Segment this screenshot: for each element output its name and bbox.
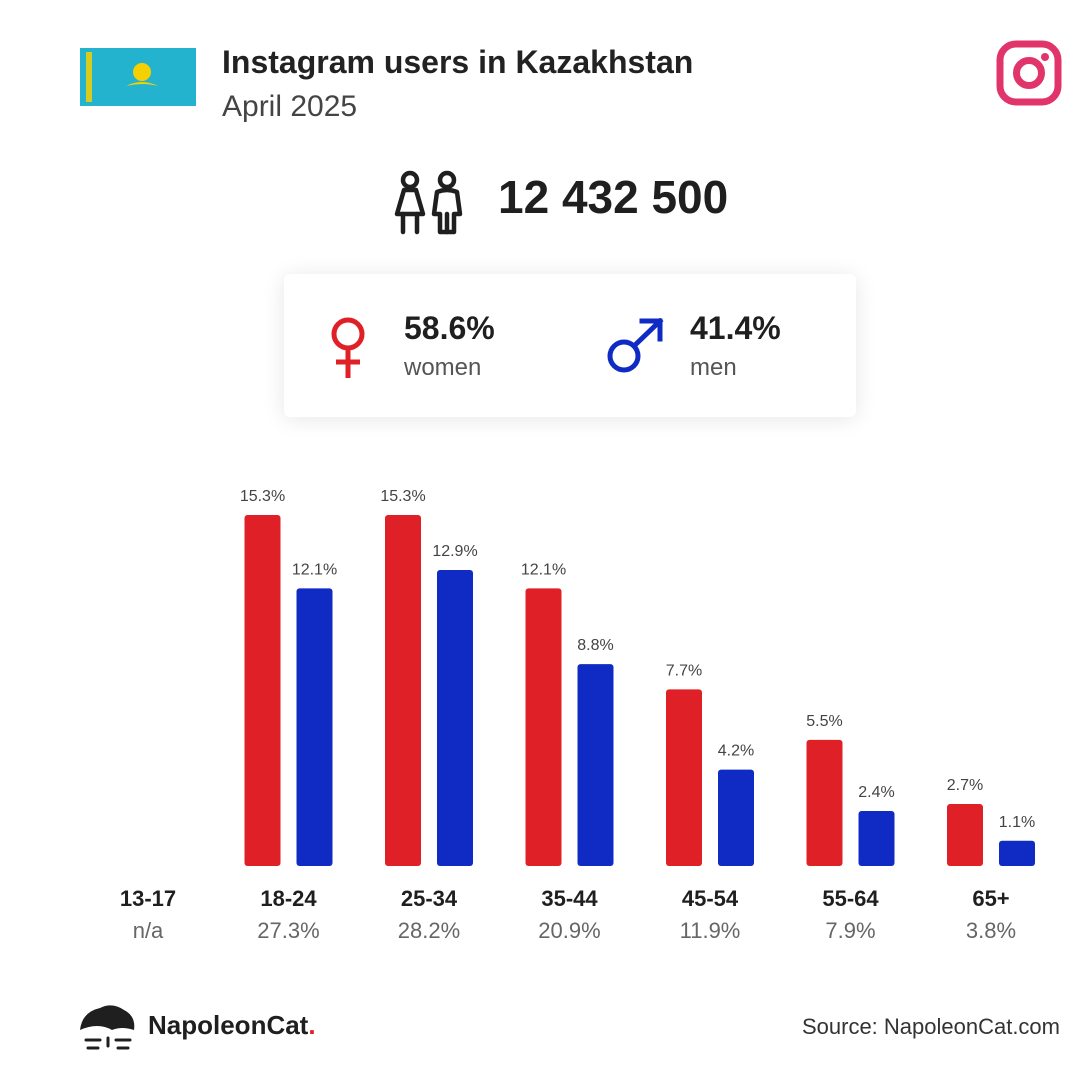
men-bar-25-34 [437,570,473,866]
age-category-label-45-54: 45-54 [682,886,739,911]
age-total-label-18-24: 27.3% [257,918,319,943]
women-value-label-65+: 2.7% [947,777,983,794]
age-category-label-13-17: 13-17 [120,886,176,911]
men-label: men [690,354,737,381]
age-category-label-35-44: 35-44 [541,886,598,911]
age-category-label-65+: 65+ [972,886,1009,911]
age-category-label-25-34: 25-34 [401,886,458,911]
total-users-value: 12 432 500 [498,171,729,223]
age-total-label-13-17: n/a [133,918,164,943]
age-total-label-35-44: 20.9% [538,918,600,943]
brand-dot: . [308,1010,316,1040]
page-title: Instagram users in Kazakhstan [222,44,694,80]
women-bar-65+ [947,804,983,866]
men-value-label-35-44: 8.8% [577,637,613,654]
people-icon [394,170,463,235]
male-icon [607,318,664,373]
napoleoncat-logo-icon [80,1005,135,1050]
women-value-label-35-44: 12.1% [521,561,566,578]
instagram-icon [996,40,1062,106]
men-value-label-18-24: 12.1% [292,561,337,578]
men-bar-55-64 [858,810,895,866]
female-icon [331,317,365,378]
age-category-label-55-64: 55-64 [822,886,879,911]
women-percentage: 58.6% [404,310,495,346]
women-bar-18-24 [244,515,281,866]
men-bar-35-44 [577,664,614,866]
age-total-label-55-64: 7.9% [825,918,875,943]
men-value-label-45-54: 4.2% [718,743,754,760]
age-total-label-25-34: 28.2% [398,918,460,943]
men-value-label-55-64: 2.4% [858,784,894,801]
men-value-label-65+: 1.1% [999,814,1035,831]
page-subtitle: April 2025 [222,90,358,123]
women-bar-55-64 [806,739,843,866]
age-total-label-45-54: 11.9% [680,918,741,943]
women-value-label-45-54: 7.7% [666,662,702,679]
women-value-label-25-34: 15.3% [380,488,425,505]
men-bar-65+ [999,840,1035,866]
men-bar-18-24 [296,588,333,866]
women-value-label-55-64: 5.5% [806,713,842,730]
brand-name: NapoleonCat. [148,1010,316,1040]
women-label: women [404,354,482,381]
women-bar-25-34 [385,515,421,866]
men-percentage: 41.4% [690,310,781,346]
men-value-label-25-34: 12.9% [432,543,477,560]
age-gender-bar-chart: 13-17 n/a 15.3% 12.1% 18-24 27.3% 15.3% 12.9% 25… [120,488,1035,943]
gender-card: 58.6% women 41.4% men [284,274,856,417]
women-bar-35-44 [525,588,562,866]
men-bar-45-54 [718,769,754,866]
age-total-label-65+: 3.8% [966,918,1016,943]
women-value-label-18-24: 15.3% [240,488,285,505]
women-bar-45-54 [666,689,702,866]
kazakhstan-flag-icon [80,48,196,106]
source-note: Source: NapoleonCat.com [801,1014,1060,1039]
age-category-label-18-24: 18-24 [260,886,317,911]
